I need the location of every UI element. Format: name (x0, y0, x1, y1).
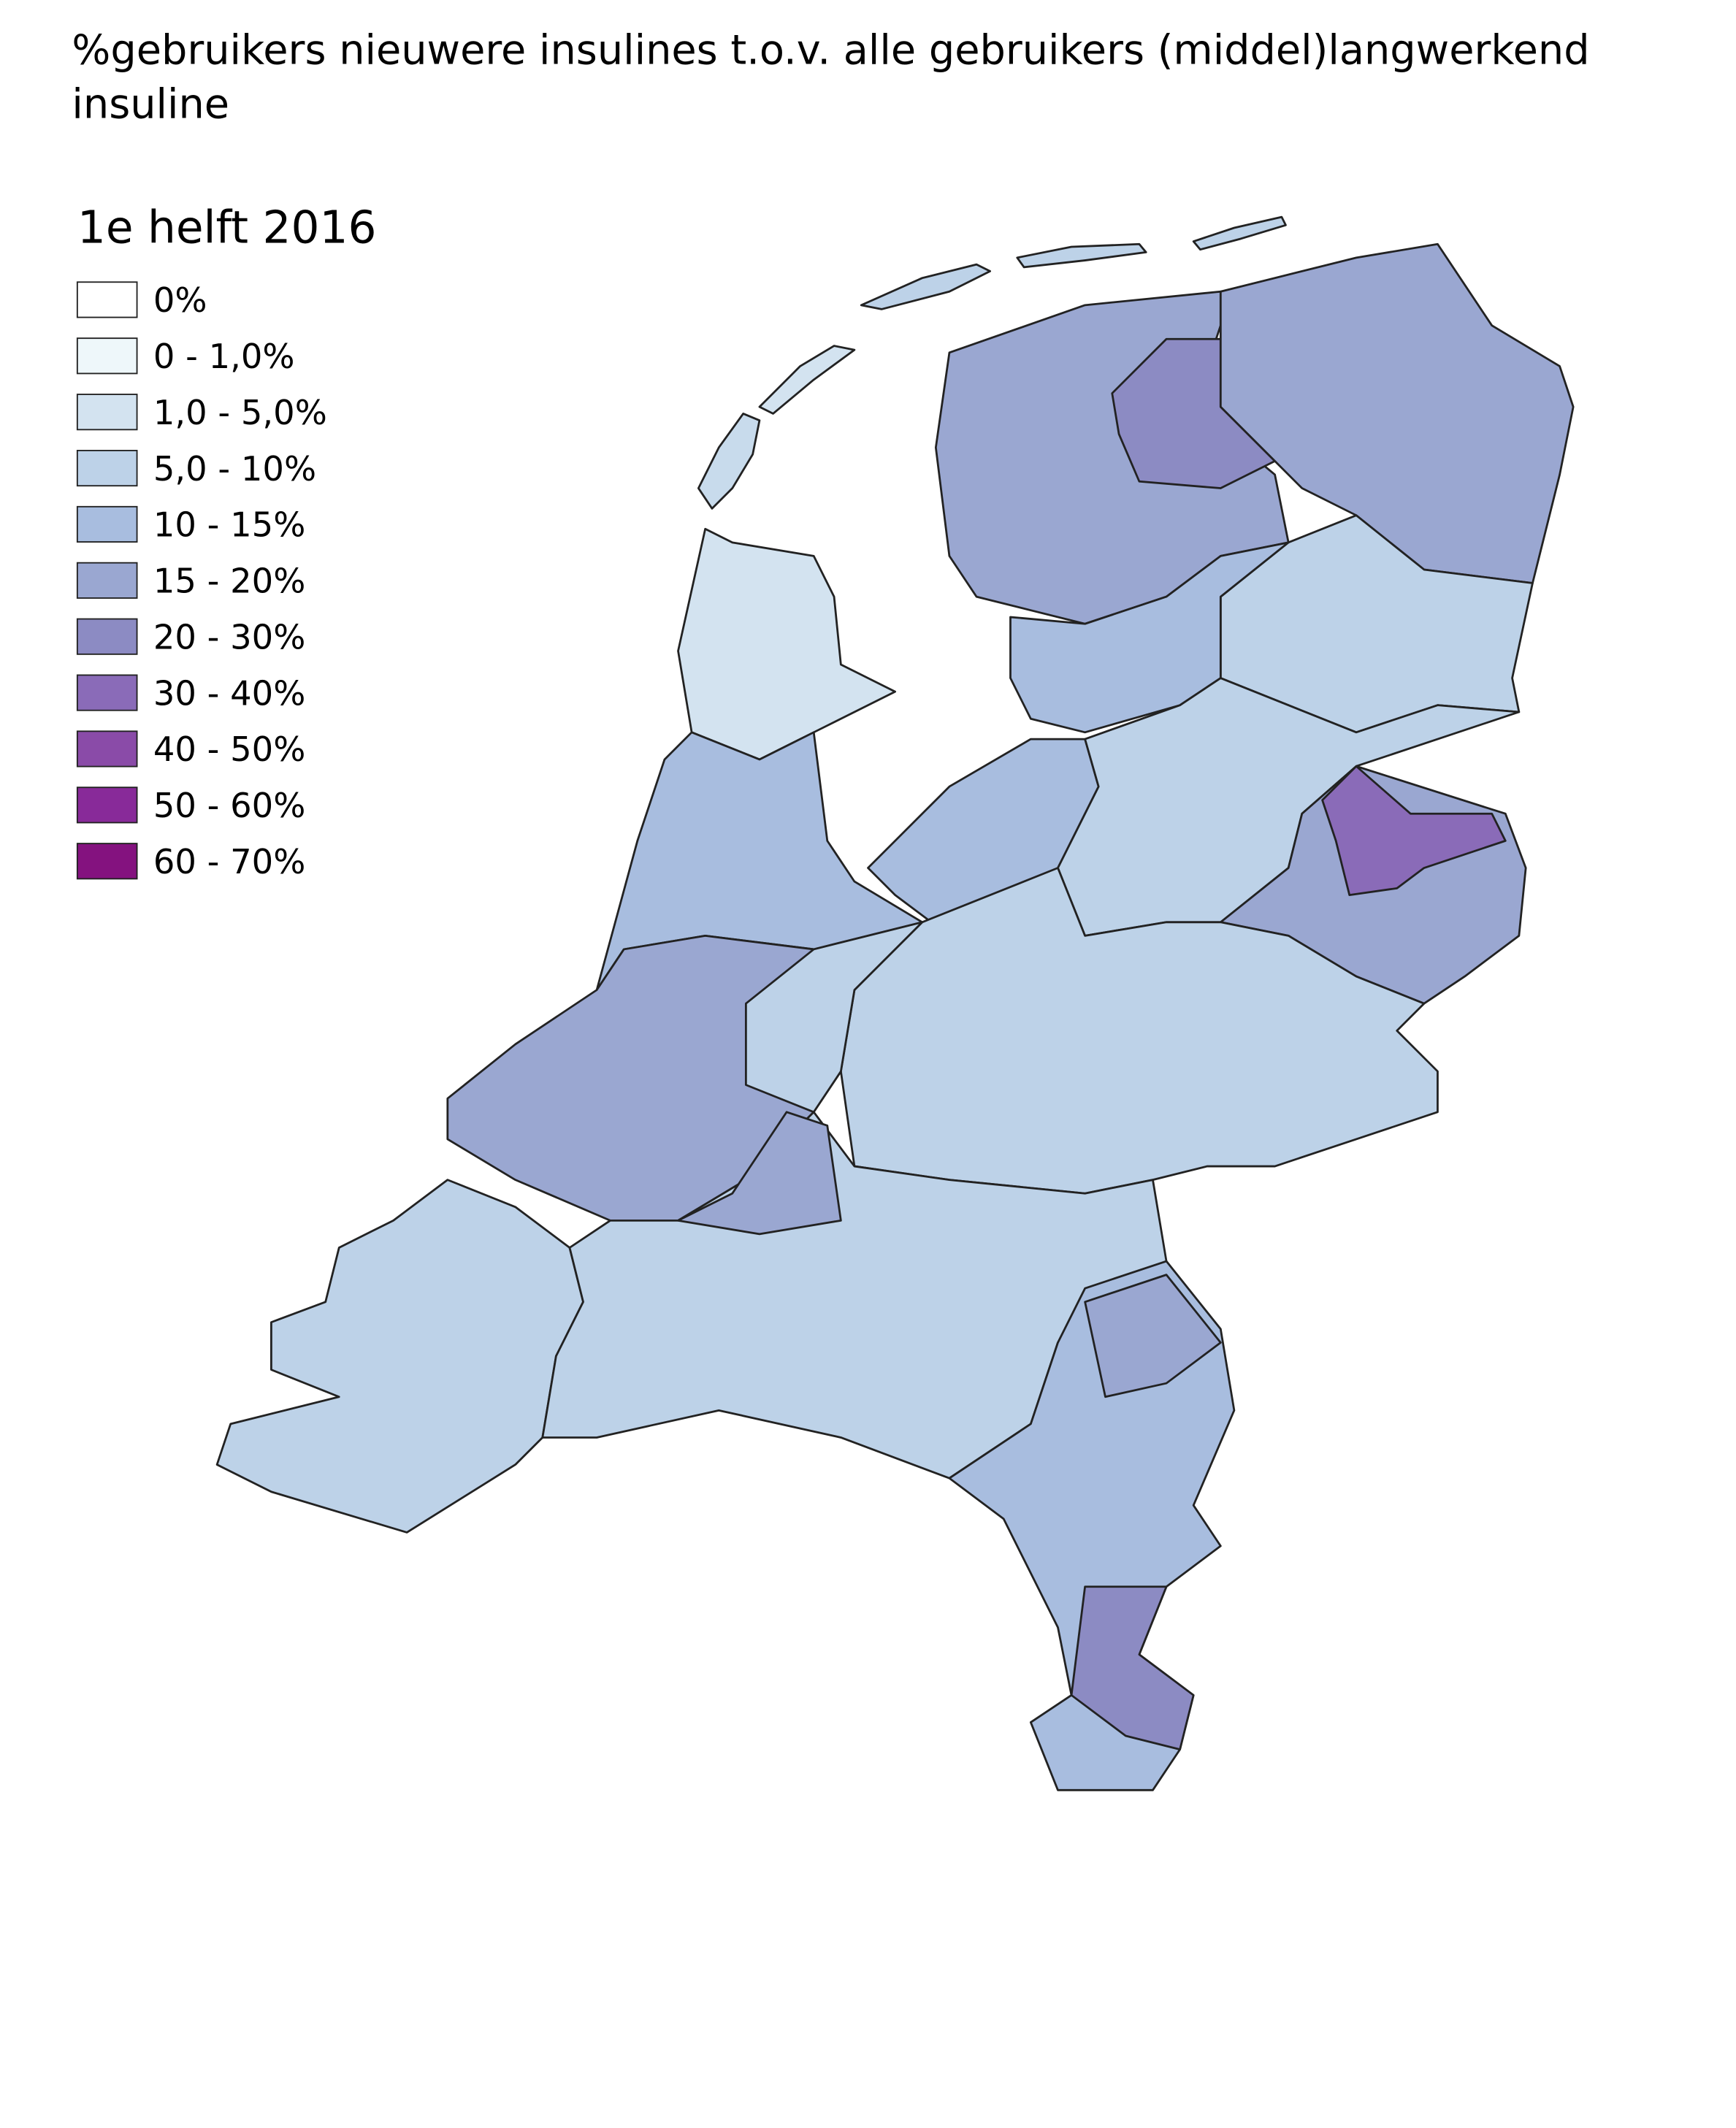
legend-swatch (76, 449, 138, 487)
island (1016, 242, 1147, 269)
region (1009, 541, 1290, 734)
island (697, 413, 761, 510)
map (215, 215, 1575, 1791)
legend-label: 10 - 15% (153, 505, 305, 545)
legend-swatch (76, 786, 138, 824)
region (677, 1111, 842, 1236)
legend-swatch (76, 394, 138, 431)
legend-title: 1e helft 2016 (77, 202, 377, 253)
legend-label: 0 - 1,0% (153, 337, 295, 376)
legend-label: 40 - 50% (153, 730, 305, 769)
legend-swatch (76, 618, 138, 655)
legend-label: 1,0 - 5,0% (153, 393, 327, 432)
region (1084, 1274, 1222, 1398)
legend-label: 60 - 70% (153, 842, 305, 881)
region (744, 921, 924, 1114)
legend: 0% 0 - 1,0% 1,0 - 5,0% 5,0 - 10% 10 - 15% 15 … (76, 280, 327, 881)
legend-label: 5,0 - 10% (153, 449, 316, 489)
legend-swatch (76, 337, 138, 375)
legend-swatch (76, 281, 138, 318)
legend-label: 15 - 20% (153, 562, 305, 601)
legend-swatch (76, 562, 138, 599)
legend-label: 0% (153, 280, 207, 320)
island (1192, 215, 1287, 251)
legend-swatch (76, 843, 138, 880)
legend-swatch (76, 730, 138, 768)
region (948, 1260, 1236, 1791)
legend-label: 30 - 40% (153, 673, 305, 713)
legend-label: 50 - 60% (153, 786, 305, 825)
region (677, 527, 897, 761)
title-line-2: insuline (72, 81, 229, 129)
legend-swatch (76, 674, 138, 711)
title-line-1: %gebruikers nieuwere insulines t.o.v. al… (72, 26, 1589, 74)
region (1321, 765, 1507, 897)
legend-swatch (76, 505, 138, 543)
island (758, 345, 856, 415)
region (215, 1179, 584, 1534)
region (1070, 1585, 1195, 1750)
legend-label: 20 - 30% (153, 617, 305, 657)
island (860, 263, 992, 310)
